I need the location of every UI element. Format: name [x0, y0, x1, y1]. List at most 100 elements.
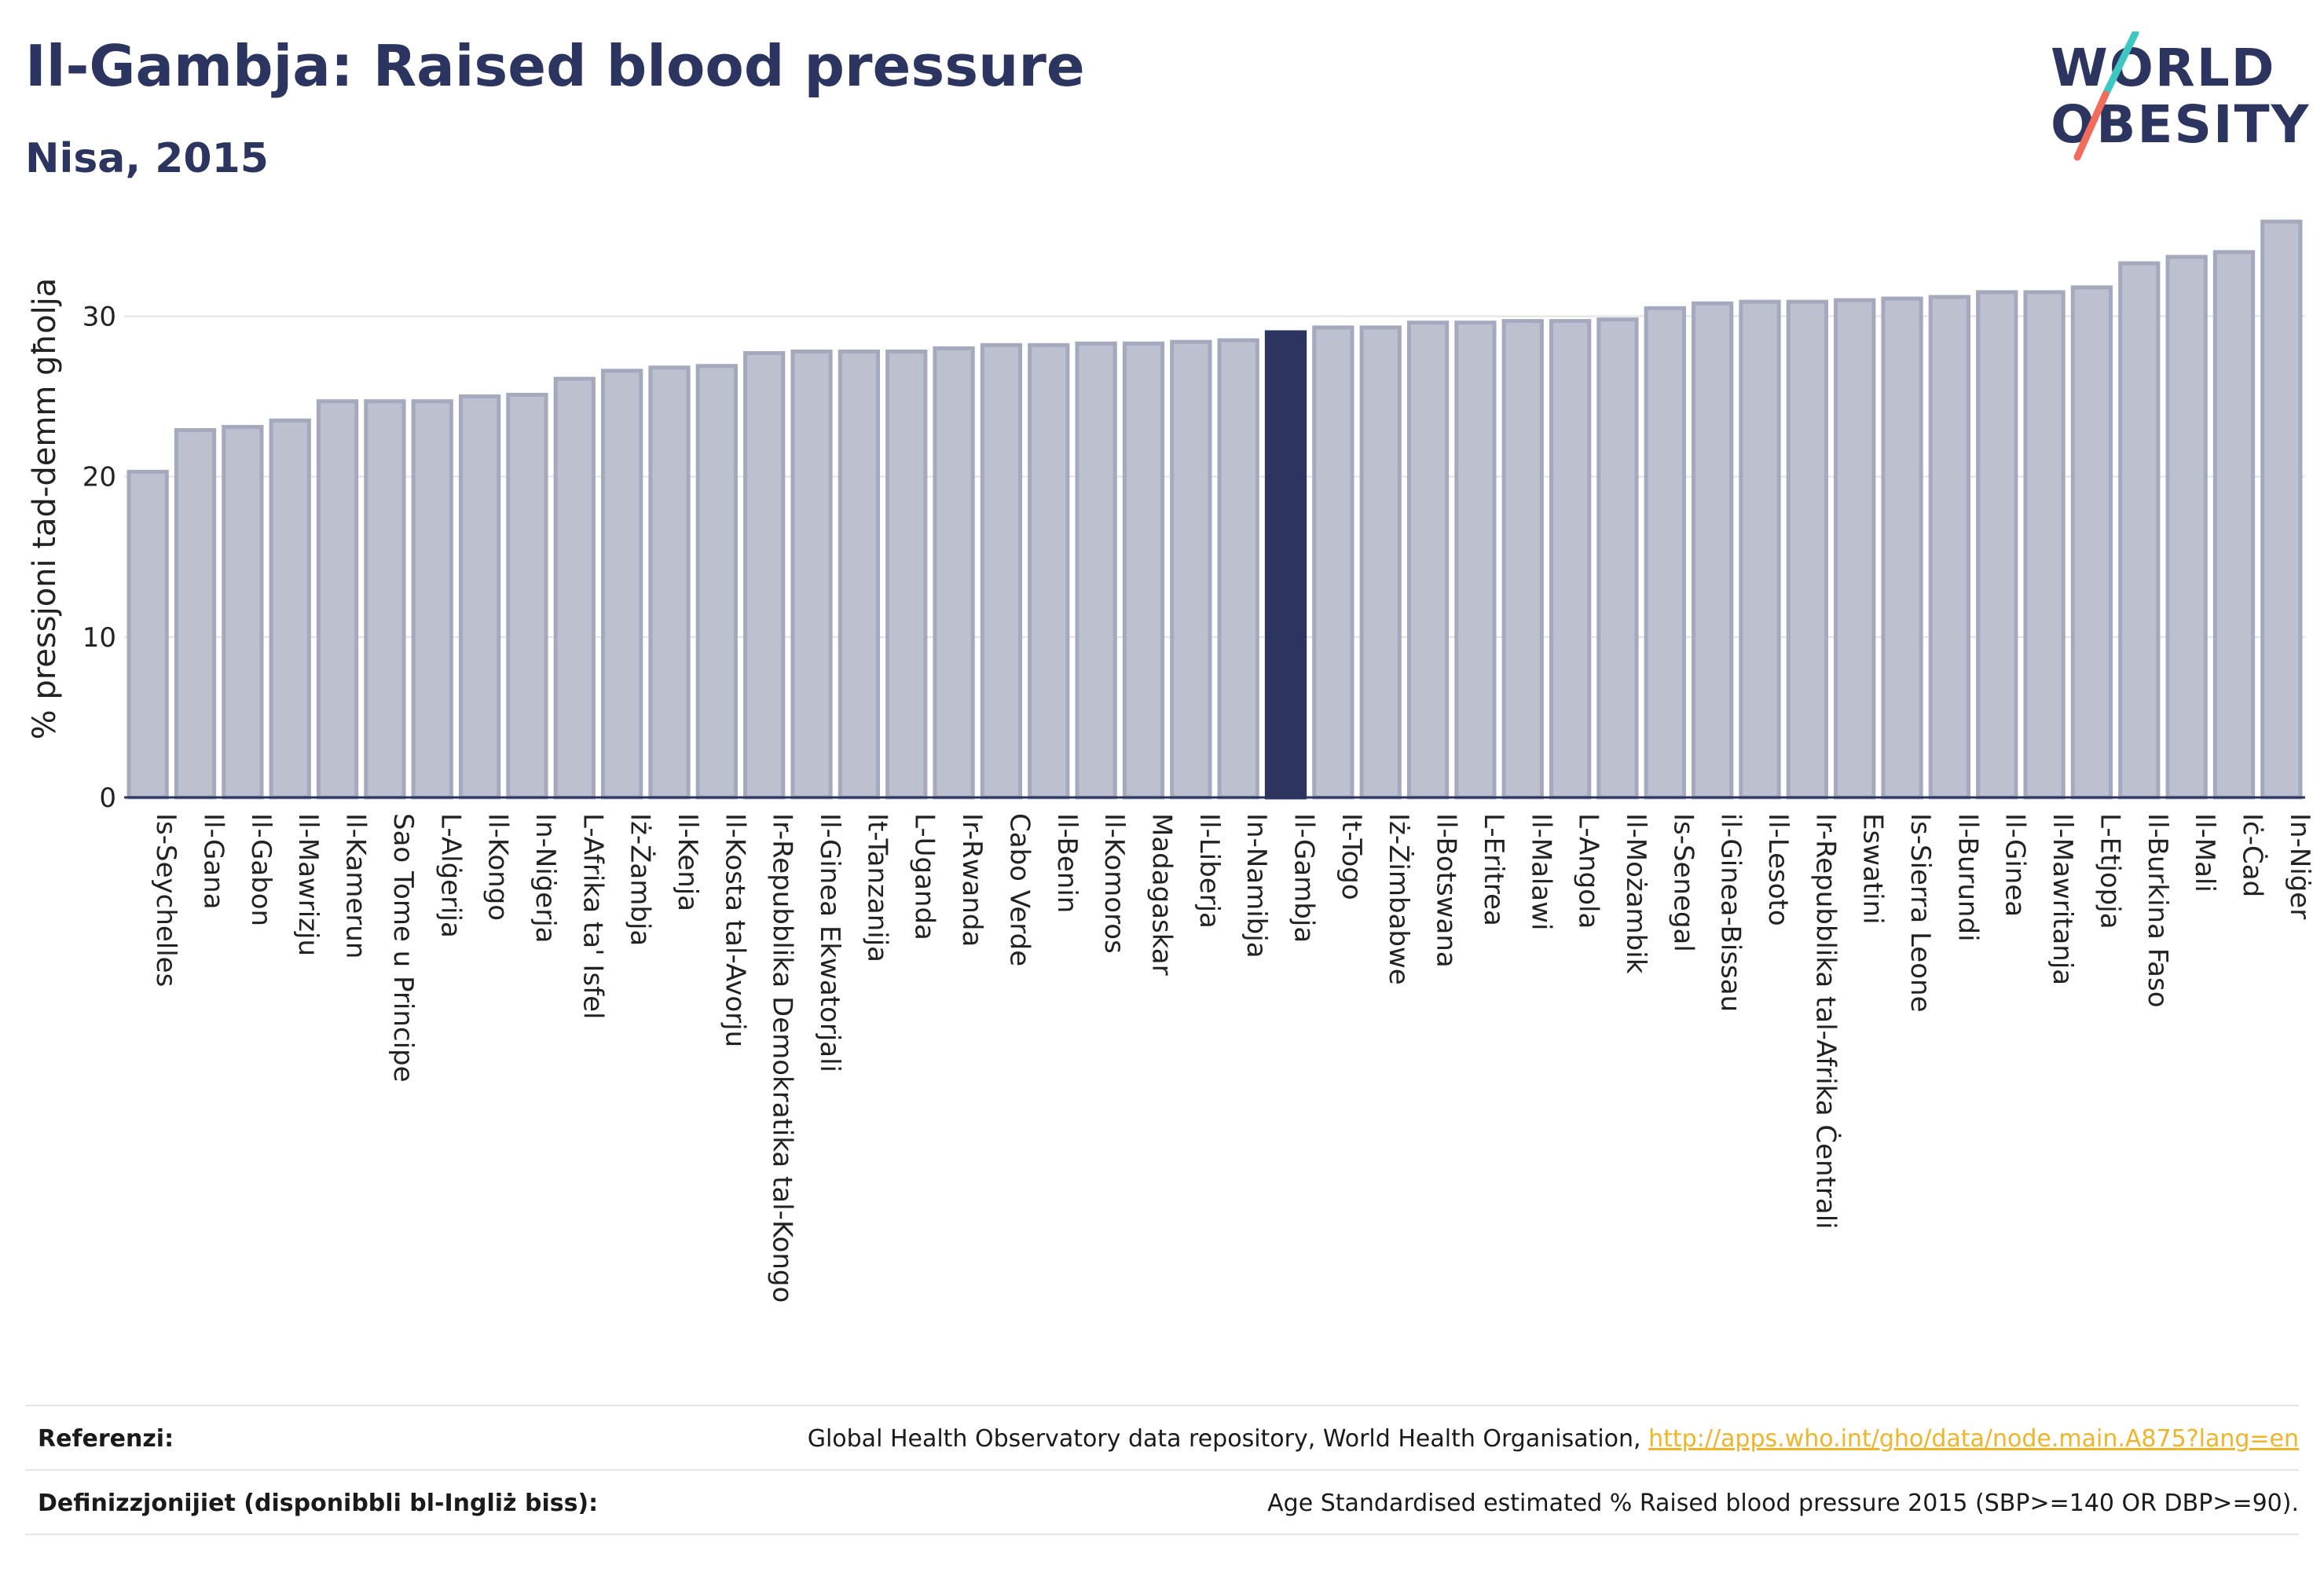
x-tick-label: Il-Malawi [1525, 813, 1556, 930]
bar-37 [1881, 296, 1923, 800]
tick-labels: 0 10 20 30 % pressjoni tad-demm għolja Is-Sey… [27, 278, 2315, 1303]
bar-39 [1976, 290, 2018, 800]
x-tick-label: Il-Kongo [482, 813, 514, 921]
x-tick-label: Il-Gana [198, 813, 229, 910]
bar-34 [1739, 299, 1781, 800]
bar-17 [933, 346, 975, 800]
bar-33 [1692, 301, 1734, 800]
definitions-label: Definizzjonijiet (disponibbli bl-Ingliż … [38, 1490, 599, 1517]
x-tick-label: Is-Sierra Leone [1904, 813, 1936, 1013]
bar-11 [648, 365, 691, 800]
y-tick-label: 10 [82, 622, 116, 654]
x-tick-label: In-Niġer [2284, 813, 2315, 919]
bar-22 [1170, 339, 1212, 800]
x-tick-label: Is-Seychelles [150, 813, 181, 987]
bar-44 [2212, 250, 2256, 800]
x-tick-label: Ir-Repubblika tal-Afrika Ċentrali [1809, 813, 1842, 1230]
bar-4 [316, 399, 359, 800]
bar-25 [1312, 325, 1354, 800]
bar-40 [2023, 290, 2066, 800]
bar-8 [506, 393, 548, 800]
bar-5 [364, 399, 406, 800]
footer-divider-top [25, 1405, 2299, 1406]
x-tick-label: Il-Mali [2189, 813, 2220, 892]
x-tick-label: Il-Gabon [245, 813, 277, 926]
bar-15 [838, 349, 881, 800]
x-tick-label: L-Eritrea [1478, 813, 1509, 926]
chart-title: Il-Gambja: Raised blood pressure [25, 33, 1085, 99]
x-tick-label: Il-Ginea Ekwatorjali [814, 813, 845, 1072]
x-tick-label: Il-Burkina Faso [2142, 813, 2173, 1008]
bar-20 [1075, 341, 1117, 800]
x-tick-label: In-Niġerja [530, 813, 561, 943]
x-tick-label: Sao Tome u Principe [387, 813, 419, 1083]
bar-9 [553, 376, 596, 800]
bar-12 [695, 364, 738, 800]
x-tick-label: In-Namibja [1241, 813, 1272, 958]
bar-21 [1122, 341, 1165, 800]
x-tick-label: Iċ-Ċad [2236, 813, 2268, 897]
chart-subtitle: Nisa, 2015 [25, 135, 269, 182]
x-tick-label: It-Tanzanija [861, 813, 893, 962]
bar-26 [1359, 325, 1402, 800]
bar-29 [1501, 319, 1544, 800]
bar-18 [980, 343, 1023, 800]
bar-27 [1406, 321, 1450, 800]
bar-7 [458, 394, 501, 800]
bar-13 [743, 350, 786, 800]
x-tick-label: Il-Ginea [2000, 813, 2031, 917]
bar-45 [2260, 219, 2303, 800]
x-tick-label: Ir-Rwanda [956, 813, 988, 947]
bars [126, 219, 2303, 800]
x-tick-label: Cabo Verde [1003, 813, 1035, 966]
x-tick-label: Il-Lesoto [1762, 813, 1794, 926]
bar-16 [885, 349, 928, 800]
bar-1 [174, 427, 217, 800]
bar-chart: 0 10 20 30 % pressjoni tad-demm għolja Is-Sey… [27, 219, 2315, 1303]
references-text: Global Health Observatory data repositor… [807, 1425, 1641, 1453]
x-tick-label: L-Etjopja [2094, 813, 2125, 929]
x-tick-label: L-Angola [1573, 813, 1604, 929]
bar-36 [1834, 298, 1876, 800]
bar-10 [601, 368, 643, 800]
bar-6 [411, 399, 453, 800]
footer-divider-bottom [25, 1534, 2299, 1535]
x-tick-label: Il-Komoros [1098, 813, 1130, 954]
logo-slash-icon [2073, 31, 2139, 161]
definitions-text: Age Standardised estimated % Raised bloo… [1267, 1490, 2299, 1517]
x-tick-label: il-Ginea-Bissau [1715, 813, 1747, 1012]
x-tick-label: Il-Kenja [672, 813, 703, 911]
y-tick-label: 0 [99, 783, 116, 814]
x-tick-label: Il-Możambik [1620, 813, 1651, 974]
bar-24 [1264, 330, 1307, 800]
footer-divider-middle [25, 1469, 2299, 1471]
y-axis-title: % pressjoni tad-demm għolja [27, 278, 63, 740]
x-tick-label: Il-Mawritanja [2047, 813, 2078, 985]
x-tick-label: Il-Liberja [1193, 813, 1225, 929]
bar-30 [1549, 319, 1592, 800]
x-tick-label: Il-Burundi [1952, 813, 1983, 942]
bar-42 [2118, 261, 2161, 800]
references-link[interactable]: http://apps.who.int/gho/data/node.main.A… [1648, 1425, 2299, 1453]
x-tick-label: Il-Mawrizju [292, 813, 324, 956]
bar-32 [1644, 306, 1686, 800]
world-obesity-logo: WORLD OBESITY [2051, 31, 2308, 165]
x-tick-label: L-Uganda [909, 813, 940, 940]
references-value: Global Health Observatory data repositor… [808, 1425, 2299, 1453]
x-tick-label: Ir-Repubblika Demokratika tal-Kongo [767, 813, 798, 1303]
x-tick-label: L-Afrika ta' Isfel [577, 813, 608, 1019]
x-tick-label: It-Togo [1336, 813, 1367, 900]
bar-3 [269, 418, 311, 800]
x-tick-label: Il-Kamerun [340, 813, 372, 958]
bar-38 [1928, 295, 1971, 800]
x-tick-label: Iż-Żambja [625, 813, 656, 946]
bar-14 [790, 349, 833, 800]
y-tick-label: 20 [82, 462, 116, 493]
bar-43 [2165, 255, 2208, 800]
x-tick-label: Eswatini [1857, 813, 1889, 925]
x-tick-label: Il-Botswana [1431, 813, 1462, 968]
bar-19 [1028, 343, 1070, 800]
y-tick-label: 30 [82, 302, 116, 333]
logo-text-world: WORLD [2051, 38, 2276, 98]
bar-31 [1596, 317, 1639, 800]
